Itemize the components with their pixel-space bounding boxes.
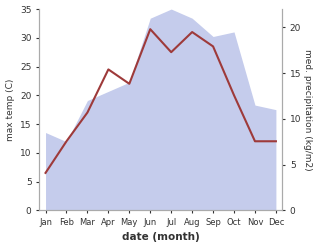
Y-axis label: max temp (C): max temp (C) (5, 78, 15, 141)
X-axis label: date (month): date (month) (122, 232, 200, 243)
Y-axis label: med. precipitation (kg/m2): med. precipitation (kg/m2) (303, 49, 313, 170)
